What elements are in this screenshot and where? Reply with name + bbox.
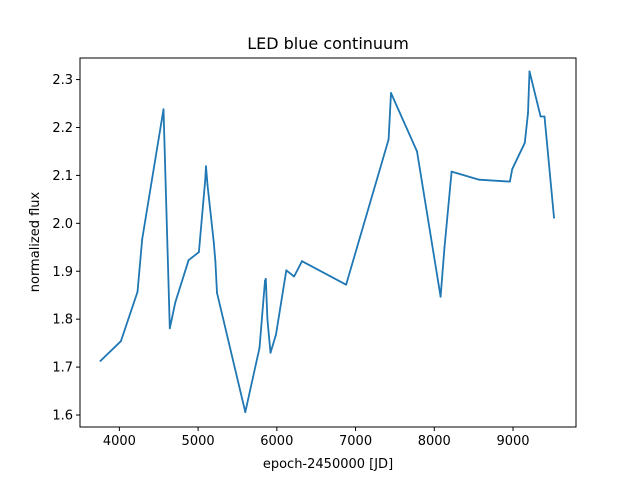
chart-title: LED blue continuum — [247, 34, 409, 53]
data-point — [204, 179, 207, 182]
data-point — [264, 278, 267, 280]
y-axis-ticks: 1.6 1.7 1.8 1.9 2.0 2.1 2.2 2.3 — [52, 73, 80, 424]
plot-area: 4000 5000 6000 7000 8000 9000 1.6 1.7 1.8 1.9 2.0… — [52, 57, 577, 449]
data-point — [212, 241, 215, 244]
data-point — [345, 283, 347, 286]
data-point — [198, 251, 200, 254]
y-tick-label: 2.3 — [52, 73, 73, 88]
x-tick-label: 6000 — [260, 434, 293, 449]
data-point — [275, 333, 277, 336]
data-point — [244, 411, 247, 413]
x-axis-label: epoch-2450000 [JD] — [263, 457, 393, 472]
data-point — [527, 112, 529, 114]
data-point — [120, 340, 122, 343]
y-tick-label: 1.9 — [52, 265, 73, 280]
data-point — [214, 260, 217, 263]
data-point — [511, 168, 514, 171]
data-point — [416, 150, 418, 153]
x-tick-label: 9000 — [496, 434, 529, 449]
x-tick-label: 5000 — [182, 434, 215, 449]
series-points — [99, 70, 555, 413]
y-tick-label: 2.2 — [52, 121, 73, 136]
data-point — [293, 275, 295, 278]
plot-frame — [79, 57, 577, 428]
data-point — [528, 70, 531, 73]
x-tick-label: 7000 — [339, 434, 372, 449]
data-point — [523, 141, 526, 144]
data-point — [216, 291, 218, 294]
data-point — [387, 138, 390, 141]
data-point — [187, 259, 190, 262]
x-tick-label: 4000 — [103, 434, 136, 449]
data-point — [478, 178, 481, 181]
data-point — [301, 260, 303, 263]
data-point — [266, 318, 269, 321]
y-tick-label: 2.1 — [52, 169, 73, 184]
data-point — [543, 115, 546, 118]
data-point — [99, 360, 102, 362]
y-tick-label: 1.8 — [52, 313, 73, 328]
data-point — [162, 108, 165, 111]
data-point — [264, 279, 266, 282]
data-point — [206, 184, 209, 186]
y-axis-label: normalized flux — [28, 191, 43, 292]
data-point — [553, 216, 555, 219]
data-point — [141, 238, 144, 241]
data-point — [168, 327, 171, 330]
data-point — [136, 291, 139, 293]
data-point — [450, 170, 453, 173]
data-point — [269, 351, 272, 354]
data-point — [258, 347, 261, 349]
data-point — [509, 180, 511, 183]
data-point — [174, 301, 177, 304]
y-tick-label: 1.6 — [52, 409, 73, 424]
x-tick-label: 8000 — [418, 434, 451, 449]
data-point — [205, 165, 207, 168]
y-tick-label: 2.0 — [52, 217, 73, 232]
data-point — [390, 92, 392, 94]
data-point — [539, 115, 542, 118]
data-point — [439, 295, 442, 298]
x-axis-ticks: 4000 5000 6000 7000 8000 9000 — [103, 427, 530, 449]
data-point — [285, 269, 288, 272]
data-point — [443, 246, 446, 249]
y-tick-label: 1.7 — [52, 361, 73, 376]
